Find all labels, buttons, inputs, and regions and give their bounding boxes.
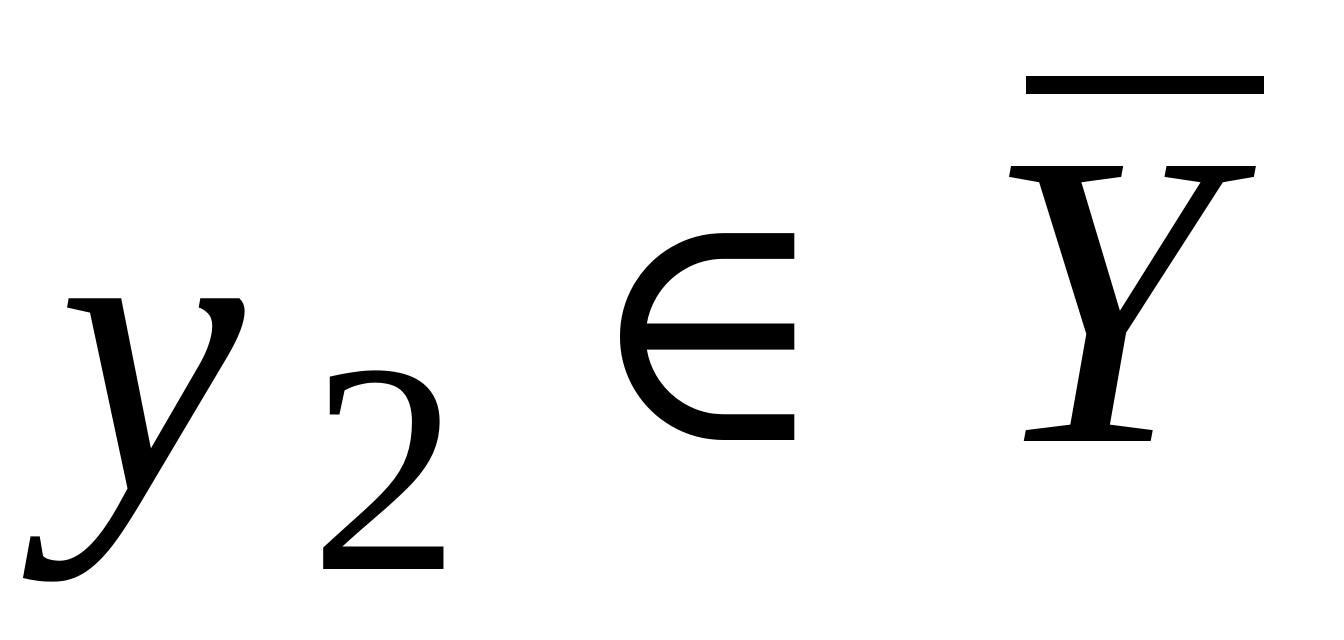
variable-y: y [58,117,245,582]
subscript-2: 2 [310,302,460,634]
overline-bar [1026,76,1264,94]
set-Y: Y [985,67,1219,532]
element-of-symbol: ∈ [585,147,830,512]
